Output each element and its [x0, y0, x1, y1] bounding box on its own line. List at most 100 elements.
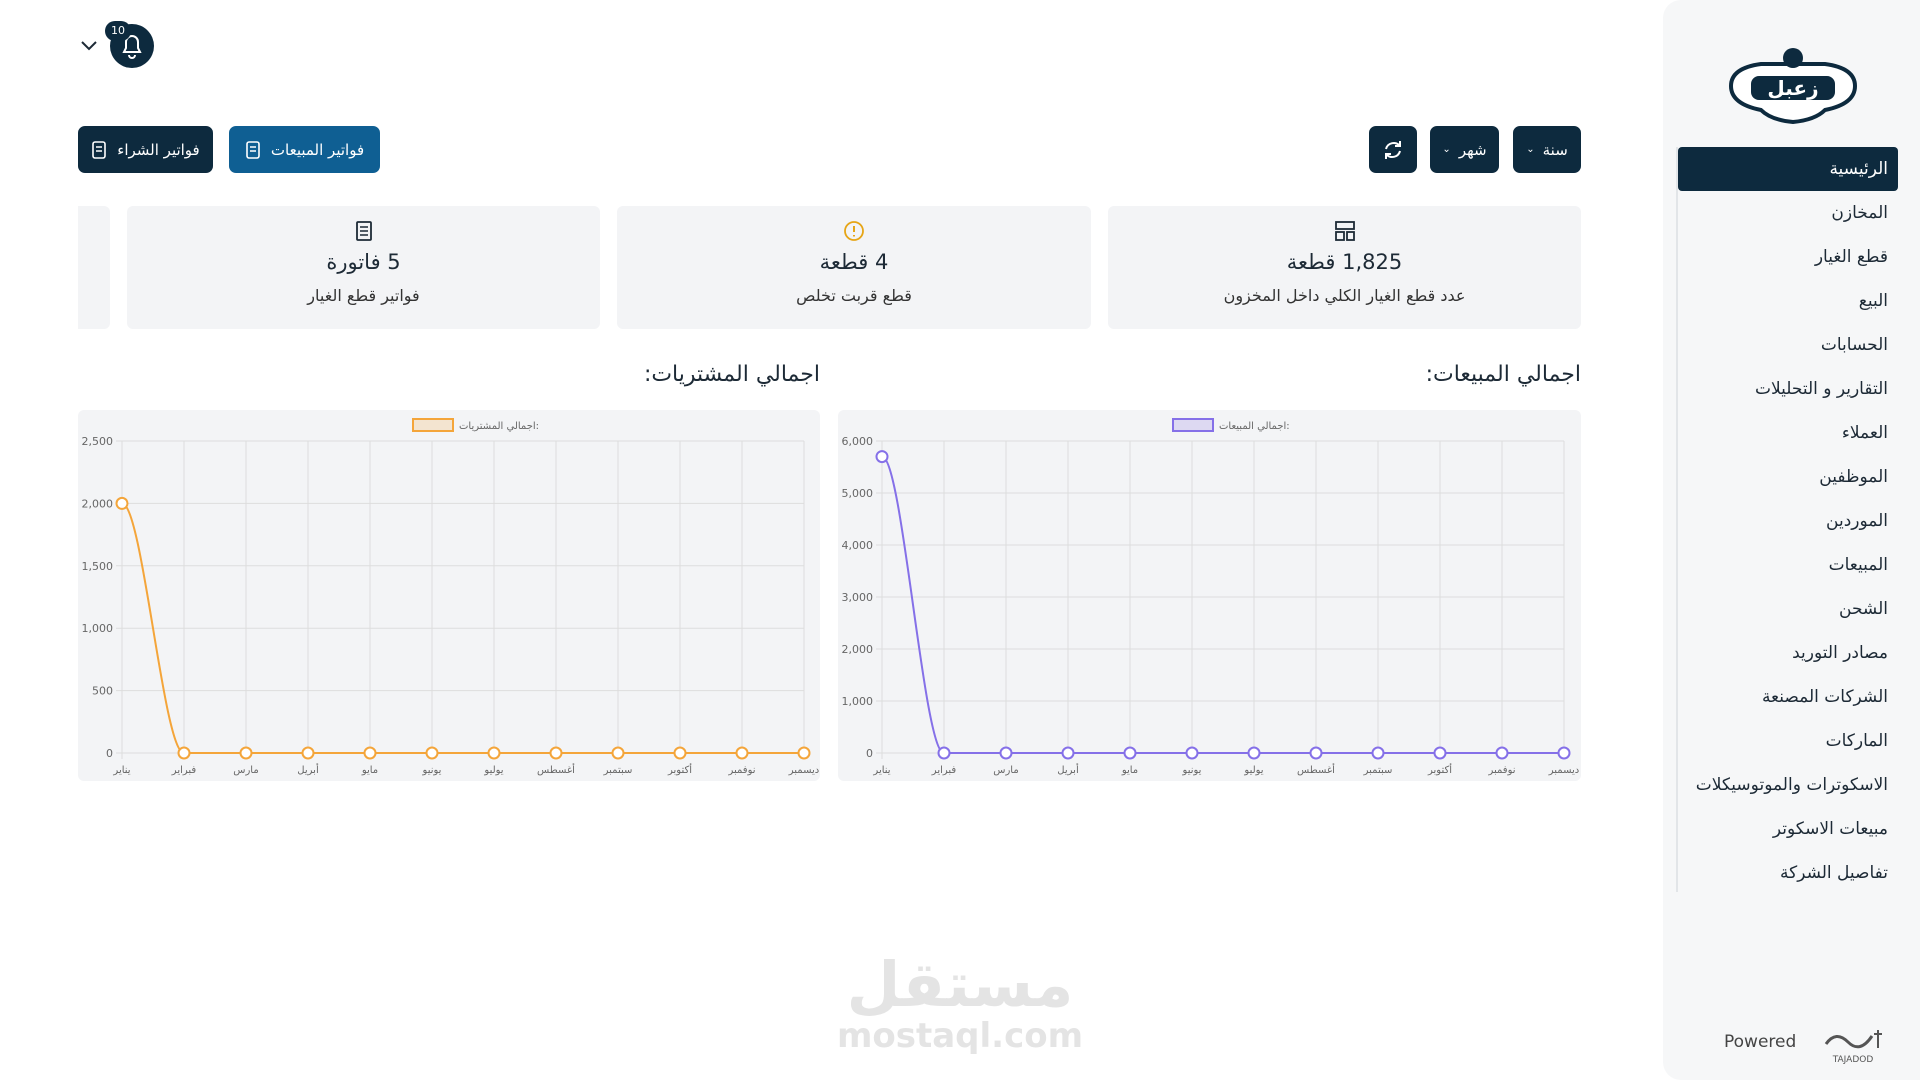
menu-item[interactable]: قطع الغيار	[1814, 247, 1888, 267]
menu-item[interactable]: المبيعات	[1828, 555, 1888, 575]
stat-card: 4 قطعة قطع قربت تخلص	[617, 206, 1091, 329]
button-label: فواتير الشراء	[117, 140, 200, 159]
x-tick-label: أكتوبر	[667, 763, 692, 776]
menu-item[interactable]: الرئيسية	[1678, 147, 1898, 191]
x-tick-label: نوفمبر	[727, 765, 755, 776]
data-point	[1557, 746, 1571, 760]
menu-item[interactable]: الشركات المصنعة	[1761, 687, 1888, 707]
y-tick-label: 6,000	[842, 435, 874, 448]
x-tick-label: أغسطس	[537, 763, 575, 776]
data-point	[1123, 746, 1137, 760]
data-point	[1433, 746, 1447, 760]
data-point	[999, 746, 1013, 760]
stat-card: 1,825 قطعة عدد قطع الغيار الكلي داخل المخ…	[1108, 206, 1581, 329]
x-tick-label: يناير	[112, 765, 130, 776]
y-tick-label: 2,500	[82, 435, 114, 448]
menu-item[interactable]: الشحن	[1839, 599, 1888, 619]
menu-item[interactable]: الماركات	[1825, 731, 1888, 751]
x-tick-label: أغسطس	[1297, 763, 1335, 776]
stat-value: 1,825 قطعة	[1286, 250, 1403, 274]
refresh-button[interactable]	[1369, 126, 1417, 173]
menu-item[interactable]: تفاصيل الشركة	[1779, 863, 1888, 883]
x-tick-label: يناير	[872, 765, 890, 776]
menu-item[interactable]: الحسابات	[1820, 335, 1888, 355]
x-tick-label: سبتمبر	[603, 765, 633, 776]
data-point	[177, 746, 191, 760]
y-tick-label: 1,000	[82, 622, 114, 635]
menu-item[interactable]: العملاء	[1841, 423, 1888, 443]
y-tick-label: 500	[92, 685, 113, 698]
menu-item[interactable]: الموظفين	[1819, 467, 1888, 487]
y-tick-label: 4,000	[842, 539, 874, 552]
y-tick-label: 5,000	[842, 487, 874, 500]
notification-count: 10	[105, 21, 131, 41]
legend-swatch	[1172, 418, 1214, 432]
x-tick-label: يوليو	[483, 765, 503, 776]
y-tick-label: 3,000	[842, 591, 874, 604]
month-filter[interactable]: شهر ⌄	[1430, 126, 1499, 173]
year-filter[interactable]: سنة ⌄	[1513, 126, 1581, 173]
menu-item[interactable]: الموردين	[1826, 511, 1888, 531]
filter-label: شهر	[1458, 140, 1487, 159]
x-tick-label: يونيو	[1182, 765, 1202, 776]
x-tick-label: مايو	[1121, 765, 1138, 776]
legend-label: اجمالي المبيعات:	[1219, 421, 1290, 432]
x-tick-label: أبريل	[1057, 763, 1079, 776]
brand-logo: TAJADOD	[1813, 1026, 1893, 1065]
button-label: فواتير المبيعات	[270, 140, 365, 159]
powered-text: Powered	[1724, 1032, 1797, 1052]
stat-label: قطع قربت تخلص	[796, 286, 912, 305]
menu: الرئيسية المخازن قطع الغيار البيع الحسابات ال…	[1676, 147, 1898, 892]
y-tick-label: 0	[866, 747, 873, 760]
y-tick-label: 1,000	[842, 695, 874, 708]
menu-item[interactable]: المخازن	[1831, 203, 1888, 223]
data-point	[1371, 746, 1385, 760]
x-tick-label: مارس	[233, 765, 258, 776]
data-point	[875, 450, 889, 464]
y-tick-label: 2,000	[842, 643, 874, 656]
x-tick-label: ديسمبر	[788, 765, 819, 776]
x-tick-label: فبراير	[931, 765, 957, 776]
menu-item[interactable]: الاسكوترات والموتوسيكلات	[1695, 775, 1888, 795]
data-point	[735, 746, 749, 760]
data-point	[301, 746, 315, 760]
data-point	[1247, 746, 1261, 760]
user-menu[interactable]	[78, 34, 100, 60]
menu-item[interactable]: التقارير و التحليلات	[1754, 379, 1888, 399]
purchase-invoices-button[interactable]: فواتير الشراء	[78, 126, 213, 173]
y-tick-label: 1,500	[82, 560, 114, 573]
sales-invoices-button[interactable]: فواتير المبيعات	[229, 126, 380, 173]
legend-label: اجمالي المشتريات:	[459, 421, 539, 432]
x-tick-label: فبراير	[171, 765, 197, 776]
x-tick-label: مايو	[361, 765, 378, 776]
x-tick-label: مارس	[993, 765, 1018, 776]
y-tick-label: 2,000	[82, 497, 114, 510]
menu-item[interactable]: مبيعات الاسكوتر	[1772, 819, 1888, 839]
data-point	[673, 746, 687, 760]
chart-title: اجمالي المبيعات:	[1425, 362, 1581, 387]
x-tick-label: سبتمبر	[1363, 765, 1393, 776]
chart-title: اجمالي المشتريات:	[643, 362, 820, 387]
x-tick-label: أبريل	[297, 763, 319, 776]
x-tick-label: يوليو	[1243, 765, 1263, 776]
y-tick-label: 0	[106, 747, 113, 760]
data-point	[1061, 746, 1075, 760]
stat-value: 5 فاتورة	[326, 250, 401, 274]
stat-card: 5 فاتورة فواتير قطع الغيار	[127, 206, 600, 329]
data-point	[1495, 746, 1509, 760]
logo: زعبل	[1723, 42, 1863, 124]
logo-text: زعبل	[1767, 76, 1819, 100]
x-tick-label: أكتوبر	[1427, 763, 1452, 776]
menu-item[interactable]: مصادر التوريد	[1792, 643, 1888, 663]
x-tick-label: يونيو	[422, 765, 442, 776]
data-point	[487, 746, 501, 760]
menu-item[interactable]: البيع	[1858, 291, 1888, 311]
stat-label: فواتير قطع الغيار	[307, 286, 420, 305]
brand-text: TAJADOD	[1832, 1055, 1874, 1065]
data-point	[1185, 746, 1199, 760]
purchases-chart: 0 500 1,000 1,500 2,000 2,500 يناير فبراير مارس أ…	[78, 410, 820, 781]
data-point	[115, 496, 129, 510]
stat-label: عدد قطع الغيار الكلي داخل المخزون	[1223, 286, 1466, 305]
watermark-arabic: مستقل	[846, 948, 1074, 1021]
